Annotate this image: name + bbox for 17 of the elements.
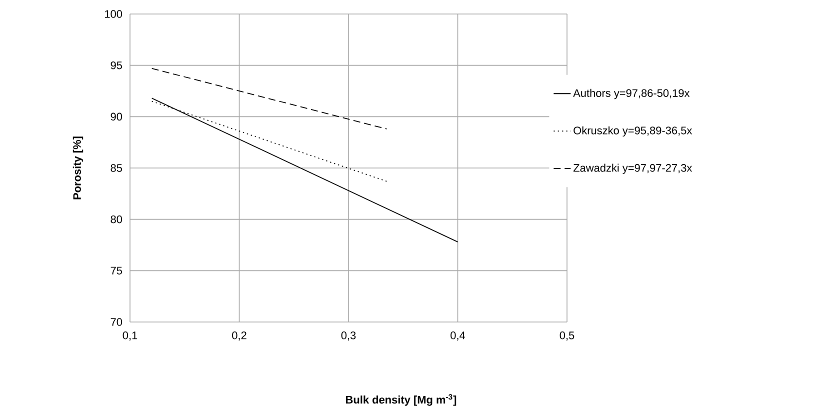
y-tick-label: 90 (110, 112, 122, 121)
y-tick-label: 100 (105, 10, 122, 18)
x-tick-label: 0,4 (450, 332, 466, 341)
x-tick-label: 0,2 (232, 332, 246, 341)
legend-label: Authors y=97,86-50,19x (573, 88, 690, 100)
legend-label: Zawadzki y=97,97-27,3x (573, 164, 692, 174)
y-tick-label: 85 (110, 164, 122, 172)
y-axis-title: Porosity [%] (72, 136, 84, 200)
x-tick-label: 0,5 (560, 332, 574, 341)
y-tick-label: 80 (110, 215, 122, 224)
y-tick-label: 95 (110, 61, 122, 70)
y-tick-label: 70 (110, 318, 122, 326)
x-axis-title: Bulk density [Mg m$^{-3}$] (346, 394, 456, 406)
x-tick-label: 0,3 (341, 332, 356, 341)
legend-label: Okruszko y=95,89-36,5x (574, 126, 692, 137)
y-tick-label: 75 (110, 266, 122, 274)
x-tick-label: 0,1 (122, 332, 138, 341)
